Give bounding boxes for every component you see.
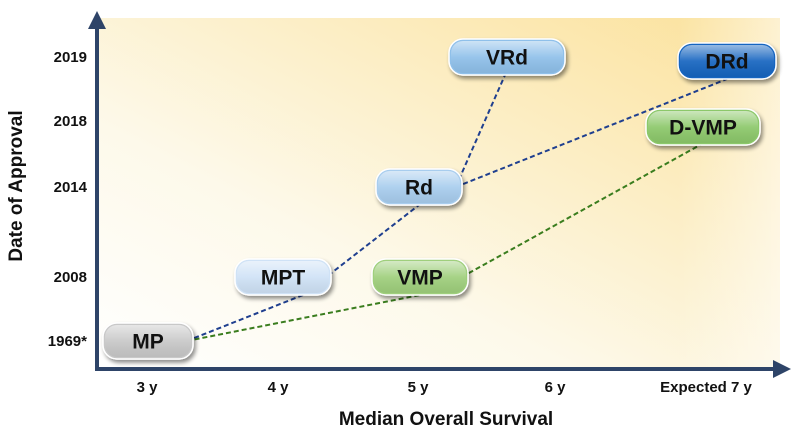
point-drd-gloss — [680, 45, 774, 77]
y-tick-label: 2014 — [54, 179, 88, 196]
point-vrd-label: VRd — [486, 47, 528, 70]
point-vrd-gloss — [451, 41, 563, 73]
point-rd: Rd — [375, 168, 463, 206]
point-vmp-gloss — [374, 261, 466, 293]
connection-mp-to-mpt — [186, 294, 304, 342]
x-tick-label: 4 y — [268, 379, 290, 396]
connection-rd-to-drd — [455, 78, 728, 188]
point-mp: MP — [102, 322, 194, 360]
point-vmp-label: VMP — [397, 267, 443, 290]
connection-vmp-to-d-vmp — [461, 144, 701, 278]
point-mp-label: MP — [132, 331, 164, 354]
x-tick-label: 5 y — [408, 379, 430, 396]
point-mpt-gloss — [237, 261, 329, 293]
point-d-vmp: D-VMP — [645, 108, 761, 146]
point-mpt: MPT — [234, 258, 332, 296]
point-d-vmp-gloss — [648, 111, 758, 143]
connection-rd-to-vrd — [454, 74, 506, 188]
point-drd-label: DRd — [705, 51, 748, 74]
point-mp-gloss — [105, 325, 191, 357]
point-mpt-label: MPT — [261, 267, 306, 290]
x-tick-label: 6 y — [545, 379, 567, 396]
point-drd: DRd — [677, 42, 777, 80]
regimen-points: MP MPT VMP Rd VRd D-VMP DRd — [102, 38, 777, 360]
point-rd-label: Rd — [405, 177, 433, 200]
x-tick-label: 3 y — [137, 379, 159, 396]
y-tick-label: 2008 — [54, 269, 87, 286]
x-axis-title: Median Overall Survival — [339, 409, 553, 430]
point-rd-gloss — [378, 171, 460, 203]
x-tick-labels: 3 y 4 y 5 y 6 y Expected 7 y — [137, 379, 753, 396]
y-axis-title: Date of Approval — [6, 110, 27, 261]
y-tick-label: 2018 — [54, 113, 87, 130]
y-tick-label: 2019 — [54, 49, 87, 66]
y-tick-label: 1969* — [48, 333, 87, 350]
point-vrd: VRd — [448, 38, 566, 76]
x-tick-label: Expected 7 y — [660, 379, 752, 396]
point-d-vmp-label: D-VMP — [669, 117, 737, 140]
point-vmp: VMP — [371, 258, 469, 296]
y-tick-labels: 1969* 2008 2014 2018 2019 — [48, 49, 88, 350]
